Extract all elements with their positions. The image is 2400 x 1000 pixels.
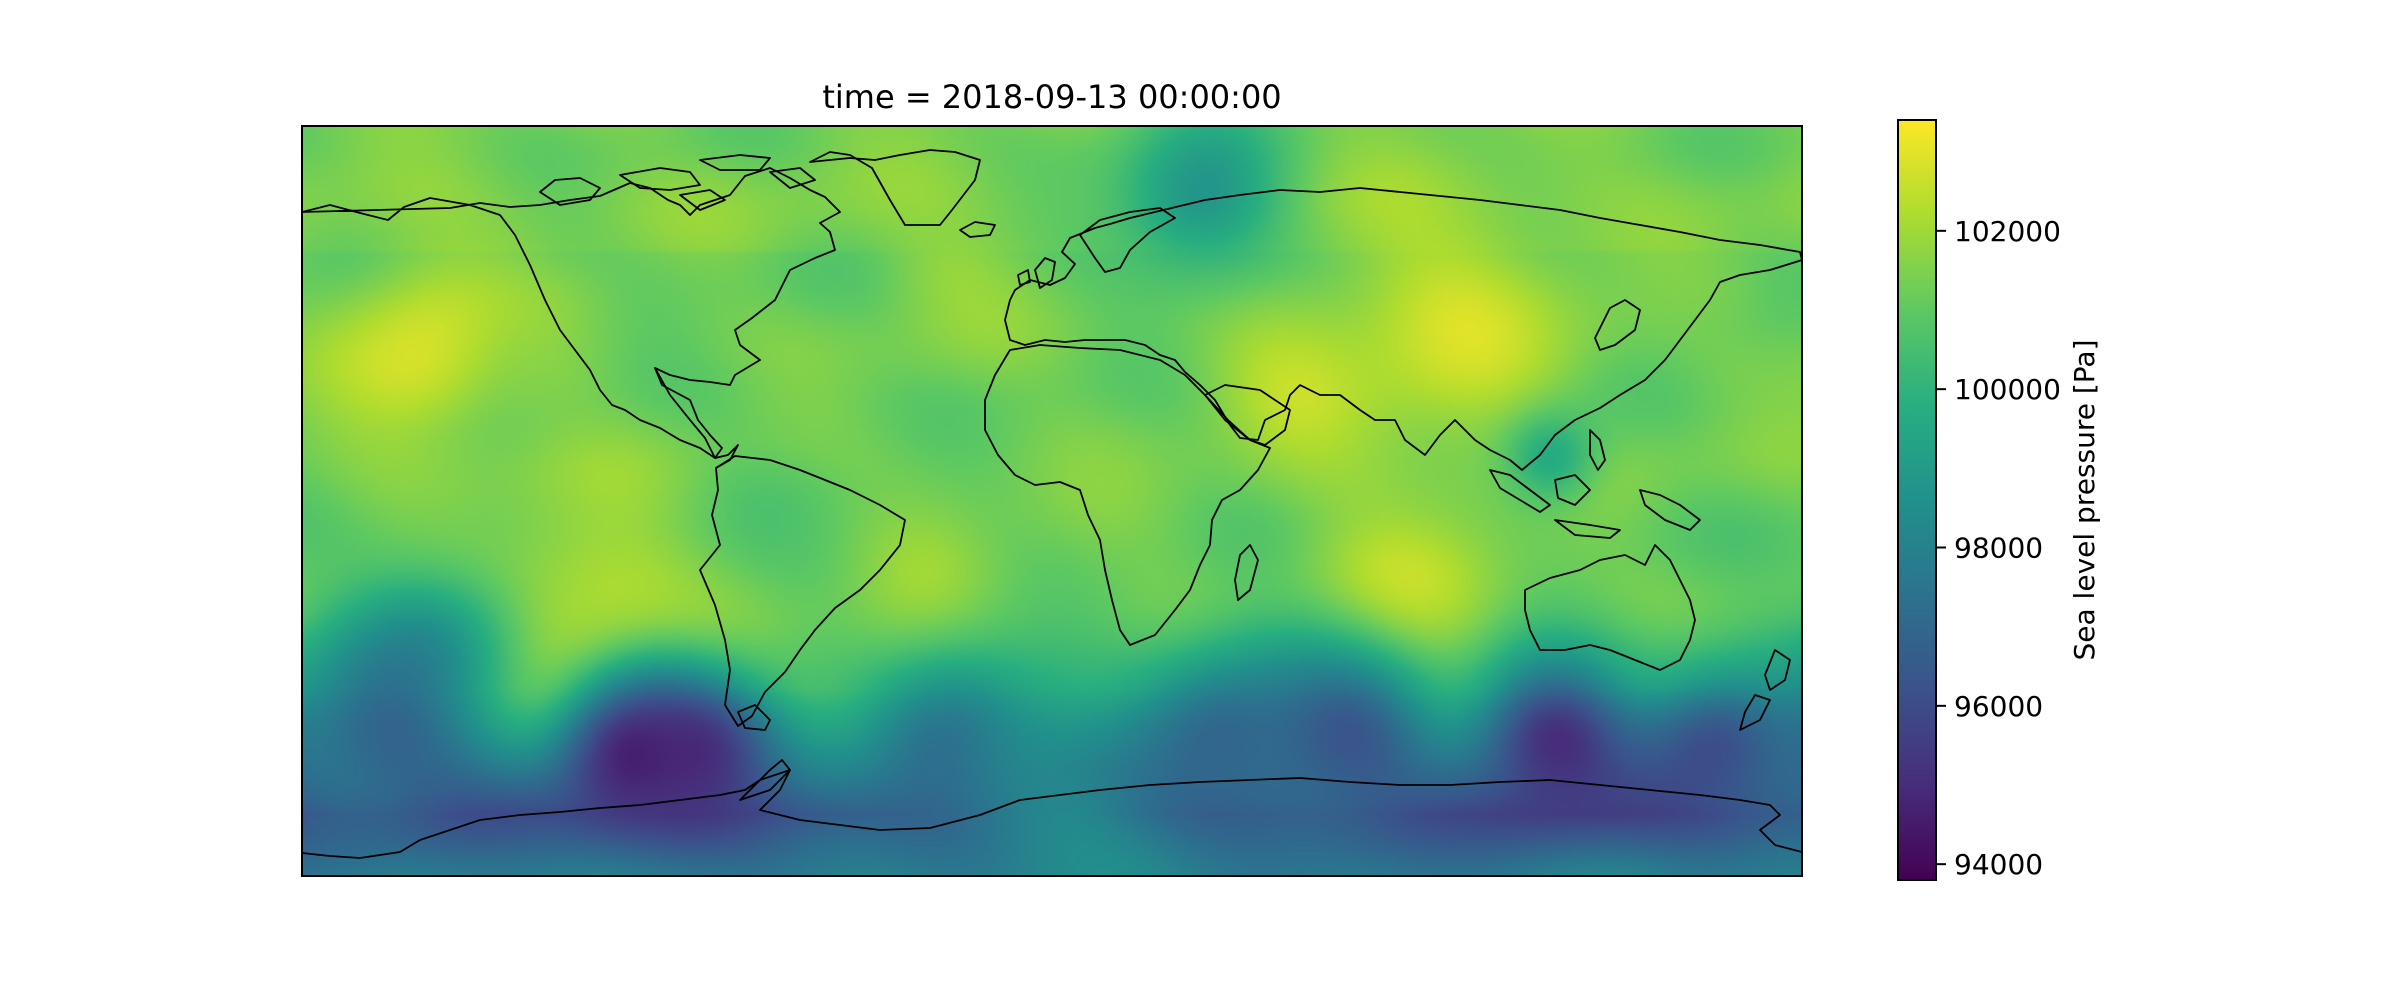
colorbar-tick-label: 100000	[1954, 373, 2061, 406]
map-panel	[302, 126, 1802, 876]
colorbar-tick-label: 102000	[1954, 215, 2061, 248]
map-title: time = 2018-09-13 00:00:00	[822, 78, 1281, 116]
pressure-field	[302, 126, 1802, 876]
colorbar-gradient	[1898, 120, 1936, 880]
colorbar-tick-label: 96000	[1954, 690, 2043, 723]
colorbar-label: Sea level pressure [Pa]	[2068, 339, 2101, 660]
colorbar-tick-label: 98000	[1954, 532, 2043, 565]
colorbar: 94000 96000 98000 100000 102000 Sea level pr…	[1898, 120, 2101, 881]
colorbar-tick-label: 94000	[1954, 848, 2043, 881]
colorbar-ticks: 94000 96000 98000 100000 102000	[1936, 215, 2061, 881]
